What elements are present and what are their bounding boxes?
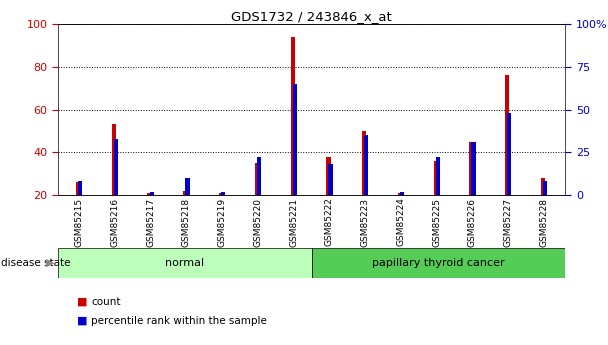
Bar xyxy=(150,191,154,195)
Bar xyxy=(400,191,404,195)
Text: ■: ■ xyxy=(77,297,88,307)
Bar xyxy=(541,178,545,195)
Bar xyxy=(185,178,190,195)
Title: GDS1732 / 243846_x_at: GDS1732 / 243846_x_at xyxy=(231,10,392,23)
Bar xyxy=(257,157,261,195)
Text: GSM85225: GSM85225 xyxy=(432,198,441,247)
Text: GSM85224: GSM85224 xyxy=(396,198,406,246)
Text: GSM85220: GSM85220 xyxy=(254,198,263,247)
Text: percentile rank within the sample: percentile rank within the sample xyxy=(91,316,267,326)
Text: ■: ■ xyxy=(77,316,88,326)
Text: GSM85223: GSM85223 xyxy=(361,198,370,247)
Bar xyxy=(219,193,223,195)
Text: GSM85215: GSM85215 xyxy=(75,198,84,247)
Bar xyxy=(436,157,440,195)
Bar xyxy=(543,181,547,195)
Text: GSM85226: GSM85226 xyxy=(468,198,477,247)
Bar xyxy=(58,248,311,278)
Bar xyxy=(434,161,438,195)
Bar xyxy=(364,135,368,195)
Bar xyxy=(311,248,565,278)
Bar xyxy=(76,182,80,195)
Text: GSM85216: GSM85216 xyxy=(111,198,119,247)
Bar xyxy=(112,125,116,195)
Text: GSM85228: GSM85228 xyxy=(539,198,548,247)
Text: count: count xyxy=(91,297,121,307)
Bar xyxy=(362,131,366,195)
Text: disease state: disease state xyxy=(1,258,70,268)
Text: GSM85219: GSM85219 xyxy=(218,198,227,247)
Bar xyxy=(326,157,331,195)
Bar xyxy=(292,84,297,195)
Bar xyxy=(505,75,510,195)
Bar xyxy=(471,142,475,195)
Text: GSM85221: GSM85221 xyxy=(289,198,298,247)
Bar xyxy=(114,139,118,195)
Text: GSM85218: GSM85218 xyxy=(182,198,191,247)
Bar xyxy=(221,191,226,195)
Bar xyxy=(255,163,259,195)
Text: normal: normal xyxy=(165,258,204,268)
Bar xyxy=(507,113,511,195)
Bar xyxy=(328,164,333,195)
Bar xyxy=(291,37,295,195)
Text: GSM85222: GSM85222 xyxy=(325,198,334,246)
Bar xyxy=(148,193,152,195)
Text: papillary thyroid cancer: papillary thyroid cancer xyxy=(372,258,505,268)
Text: ▶: ▶ xyxy=(46,258,55,268)
Text: GSM85227: GSM85227 xyxy=(504,198,513,247)
Bar xyxy=(469,141,474,195)
Bar xyxy=(183,191,187,195)
Text: GSM85217: GSM85217 xyxy=(146,198,155,247)
Bar xyxy=(398,193,402,195)
Bar xyxy=(78,181,83,195)
